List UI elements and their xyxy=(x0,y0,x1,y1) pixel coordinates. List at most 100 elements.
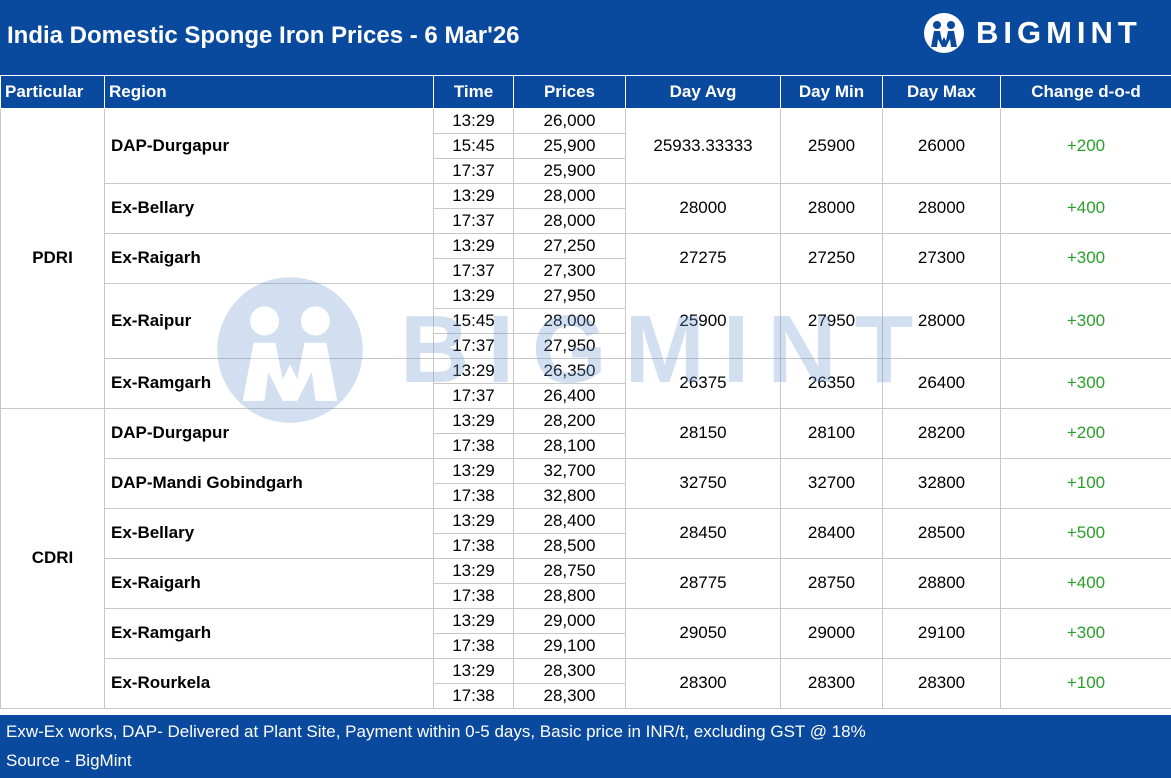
table-row: DAP-Mandi Gobindgarh 13:29 32,700 32750 3270… xyxy=(1,457,1171,509)
time-cell: 13:29 xyxy=(433,657,514,684)
price-cell: 28,000 xyxy=(513,182,626,209)
footer-note: Exw-Ex works, DAP- Delivered at Plant Si… xyxy=(6,722,866,741)
region-cell: Ex-Raigarh xyxy=(104,557,434,609)
day-avg-cell: 28000 xyxy=(625,182,781,234)
change-cell: +200 xyxy=(1000,107,1171,184)
table-row: 17:38 28,300 xyxy=(1,682,1171,709)
time-cell: 15:45 xyxy=(433,132,514,159)
day-min-cell: 28300 xyxy=(780,657,883,709)
change-cell: +200 xyxy=(1000,407,1171,459)
day-min-cell: 27250 xyxy=(780,232,883,284)
price-cell: 28,000 xyxy=(513,207,626,234)
price-cell: 28,300 xyxy=(513,657,626,684)
table-row: Ex-Ramgarh 13:29 26,350 26375 26350 26400 +300 xyxy=(1,357,1171,409)
day-avg-cell: 32750 xyxy=(625,457,781,509)
col-header-day-max: Day Max xyxy=(882,76,1001,109)
time-cell: 13:29 xyxy=(433,507,514,534)
time-cell: 17:37 xyxy=(433,332,514,359)
day-max-cell: 28200 xyxy=(882,407,1001,459)
col-header-prices: Prices xyxy=(513,76,626,109)
time-cell: 17:38 xyxy=(433,682,514,709)
day-avg-cell: 28300 xyxy=(625,657,781,709)
day-max-cell: 28000 xyxy=(882,182,1001,234)
price-cell: 28,000 xyxy=(513,307,626,334)
day-min-cell: 25900 xyxy=(780,107,883,184)
time-cell: 17:38 xyxy=(433,582,514,609)
price-cell: 28,400 xyxy=(513,507,626,534)
day-max-cell: 27300 xyxy=(882,232,1001,284)
time-cell: 13:29 xyxy=(433,457,514,484)
price-cell: 28,500 xyxy=(513,532,626,559)
time-cell: 13:29 xyxy=(433,557,514,584)
footer: Exw-Ex works, DAP- Delivered at Plant Si… xyxy=(0,715,1171,778)
col-header-region: Region xyxy=(104,76,434,109)
day-min-cell: 28000 xyxy=(780,182,883,234)
day-min-cell: 32700 xyxy=(780,457,883,509)
day-max-cell: 28800 xyxy=(882,557,1001,609)
time-cell: 13:29 xyxy=(433,607,514,634)
day-avg-cell: 28450 xyxy=(625,507,781,559)
table-row: Ex-Raigarh 13:29 28,750 28775 28750 28800 +400 xyxy=(1,557,1171,609)
region-cell: DAP-Durgapur xyxy=(104,407,434,459)
table-row: Ex-Rourkela 13:29 28,300 28300 28300 28300 +10… xyxy=(1,657,1171,709)
table-row: 17:37 25,900 xyxy=(1,157,1171,184)
change-cell: +300 xyxy=(1000,232,1171,284)
table-row: 15:45 25,900 xyxy=(1,132,1171,159)
region-cell: Ex-Raipur xyxy=(104,282,434,359)
table-row: Ex-Raipur 13:29 27,950 25900 27950 28000 +300 xyxy=(1,282,1171,359)
change-cell: +400 xyxy=(1000,182,1171,234)
table-row: 17:37 27,950 xyxy=(1,332,1171,359)
time-cell: 13:29 xyxy=(433,107,514,134)
time-cell: 17:38 xyxy=(433,432,514,459)
price-cell: 26,400 xyxy=(513,382,626,409)
day-min-cell: 29000 xyxy=(780,607,883,659)
time-cell: 13:29 xyxy=(433,232,514,259)
price-cell: 29,100 xyxy=(513,632,626,659)
time-cell: 15:45 xyxy=(433,307,514,334)
day-max-cell: 28300 xyxy=(882,657,1001,709)
day-avg-cell: 26375 xyxy=(625,357,781,409)
day-avg-cell: 25900 xyxy=(625,282,781,359)
day-min-cell: 28400 xyxy=(780,507,883,559)
price-table: Particular Region Time Prices Day Avg Da… xyxy=(0,76,1171,709)
day-avg-cell: 25933.33333 xyxy=(625,107,781,184)
change-cell: +300 xyxy=(1000,607,1171,659)
region-cell: Ex-Bellary xyxy=(104,507,434,559)
day-max-cell: 26400 xyxy=(882,357,1001,409)
brand-name: BIGMINT xyxy=(976,15,1142,50)
price-cell: 28,800 xyxy=(513,582,626,609)
day-min-cell: 28100 xyxy=(780,407,883,459)
region-cell: Ex-Raigarh xyxy=(104,232,434,284)
col-header-day-min: Day Min xyxy=(780,76,883,109)
region-cell: Ex-Rourkela xyxy=(104,657,434,709)
day-max-cell: 32800 xyxy=(882,457,1001,509)
particular-cell: PDRI xyxy=(0,107,105,409)
col-header-time: Time xyxy=(433,76,514,109)
time-cell: 13:29 xyxy=(433,282,514,309)
day-max-cell: 28000 xyxy=(882,282,1001,359)
time-cell: 17:37 xyxy=(433,257,514,284)
table-row: Ex-Raigarh 13:29 27,250 27275 27250 27300 +300 xyxy=(1,232,1171,284)
time-cell: 17:38 xyxy=(433,532,514,559)
price-cell: 27,950 xyxy=(513,282,626,309)
table-row: CDRI DAP-Durgapur 13:29 28,200 28150 28100 282… xyxy=(0,407,1171,709)
price-cell: 27,300 xyxy=(513,257,626,284)
time-cell: 17:37 xyxy=(433,157,514,184)
change-cell: +300 xyxy=(1000,357,1171,409)
region-cell: DAP-Durgapur xyxy=(104,107,434,184)
price-cell: 27,250 xyxy=(513,232,626,259)
table-body: PDRI DAP-Durgapur 13:29 26,000 25933.33333 25… xyxy=(0,107,1171,709)
change-cell: +500 xyxy=(1000,507,1171,559)
table-row: 17:37 28,000 xyxy=(1,207,1171,234)
col-header-particular: Particular xyxy=(0,76,105,109)
day-min-cell: 26350 xyxy=(780,357,883,409)
price-cell: 32,800 xyxy=(513,482,626,509)
region-cell: DAP-Mandi Gobindgarh xyxy=(104,457,434,509)
day-max-cell: 29100 xyxy=(882,607,1001,659)
col-header-change: Change d-o-d xyxy=(1000,76,1171,109)
price-cell: 28,750 xyxy=(513,557,626,584)
day-max-cell: 26000 xyxy=(882,107,1001,184)
region-cell: Ex-Ramgarh xyxy=(104,357,434,409)
day-avg-cell: 28150 xyxy=(625,407,781,459)
time-cell: 13:29 xyxy=(433,357,514,384)
